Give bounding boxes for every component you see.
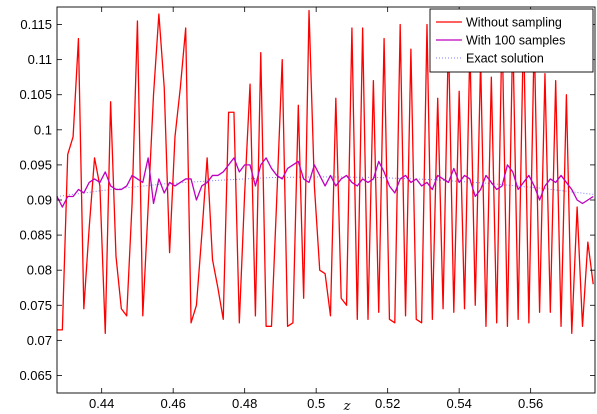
x-tick-label: 0.52 — [375, 396, 400, 411]
y-tick-label: 0.1 — [34, 122, 52, 137]
y-tick-label: 0.115 — [20, 17, 52, 32]
y-tick-label: 0.08 — [27, 263, 52, 278]
y-tick-label: 0.065 — [19, 368, 52, 383]
y-tick-label: 0.095 — [19, 157, 52, 172]
legend-label-0: Without sampling — [466, 16, 562, 30]
legend-label-2: Exact solution — [466, 52, 544, 66]
legend: Without sampling With 100 samples Exact so… — [429, 8, 594, 73]
y-tick-label: 0.085 — [19, 228, 52, 243]
x-tick-label: 0.56 — [518, 396, 543, 411]
y-tick-label: 0.105 — [19, 87, 52, 102]
legend-entries: Without sampling With 100 samples Exact so… — [436, 16, 565, 66]
x-tick-label: 0.48 — [232, 396, 257, 411]
y-tick-label: 0.11 — [28, 52, 52, 67]
x-tick-label: 0.54 — [447, 396, 472, 411]
x-tick-label: 0.46 — [161, 396, 186, 411]
x-axis-label: z — [343, 399, 351, 414]
x-tick-label: 0.5 — [307, 396, 325, 411]
series-line-0 — [57, 9, 594, 335]
y-tick-label: 0.075 — [19, 298, 52, 313]
legend-label-1: With 100 samples — [466, 34, 565, 48]
x-tick-label: 0.44 — [89, 396, 114, 411]
series-layer — [56, 9, 594, 335]
ticks-layer: 0.44 0.46 0.48 0.5 0.52 0.54 0.56 0.065 0.07 0.07… — [19, 7, 595, 411]
y-tick-label: 0.07 — [27, 333, 52, 348]
y-tick-label: 0.09 — [27, 193, 52, 208]
series-line-2 — [56, 176, 594, 197]
series-line-1 — [56, 157, 594, 208]
